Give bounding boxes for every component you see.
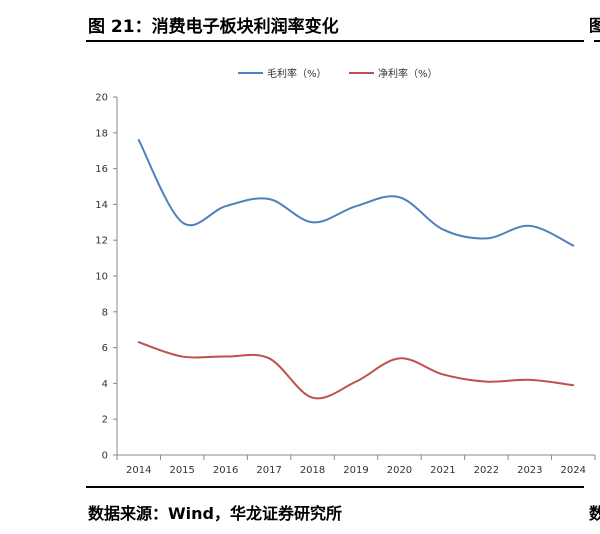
series-lines bbox=[137, 138, 575, 400]
x-tick-label: 2021 bbox=[430, 465, 455, 476]
y-axis-ticks: 0 2 4 6 8 10 12 14 16 18 20 bbox=[95, 93, 117, 462]
x-tick-label: 2014 bbox=[126, 465, 151, 476]
y-tick-label: 16 bbox=[95, 164, 108, 175]
x-tick-label: 2019 bbox=[343, 465, 368, 476]
y-tick-label: 20 bbox=[95, 93, 108, 104]
data-source-note: 数据来源：Wind，华龙证券研究所 bbox=[88, 504, 342, 523]
adjacent-figure-rule-fragment bbox=[594, 40, 600, 42]
legend-label-1: 毛利率（%） bbox=[267, 67, 327, 80]
x-axis-ticks: 2014 2015 2016 2017 2018 2019 2020 2021 2022 2023… bbox=[116, 455, 596, 476]
x-tick-label: 2017 bbox=[256, 465, 281, 476]
x-tick-label: 2022 bbox=[474, 465, 499, 476]
y-tick-label: 10 bbox=[95, 272, 108, 283]
x-tick-label: 2016 bbox=[213, 465, 238, 476]
source-rule bbox=[86, 486, 584, 488]
x-tick-label: 2023 bbox=[517, 465, 542, 476]
figure-title: 图 21：消费电子板块利润率变化 bbox=[88, 17, 339, 37]
x-tick-label: 2015 bbox=[169, 465, 194, 476]
series-line-1 bbox=[137, 138, 575, 247]
chart-legend: 毛利率（%） 净利率（%） bbox=[238, 67, 438, 80]
y-tick-label: 2 bbox=[102, 415, 108, 426]
adjacent-figure-title-fragment: 图 bbox=[589, 16, 600, 35]
x-tick-label: 2020 bbox=[387, 465, 412, 476]
y-tick-label: 12 bbox=[95, 236, 108, 247]
x-tick-label: 2018 bbox=[300, 465, 325, 476]
y-tick-label: 14 bbox=[95, 200, 108, 211]
adjacent-figure-source-fragment: 数 bbox=[589, 504, 600, 523]
series-line-2 bbox=[137, 341, 575, 400]
y-tick-label: 6 bbox=[102, 343, 108, 354]
y-tick-label: 0 bbox=[102, 451, 108, 462]
y-tick-label: 8 bbox=[102, 307, 108, 318]
title-rule bbox=[86, 40, 584, 42]
y-tick-label: 4 bbox=[102, 379, 108, 390]
legend-label-2: 净利率（%） bbox=[378, 67, 438, 80]
x-tick-label: 2024 bbox=[561, 465, 586, 476]
y-tick-label: 18 bbox=[95, 128, 108, 139]
